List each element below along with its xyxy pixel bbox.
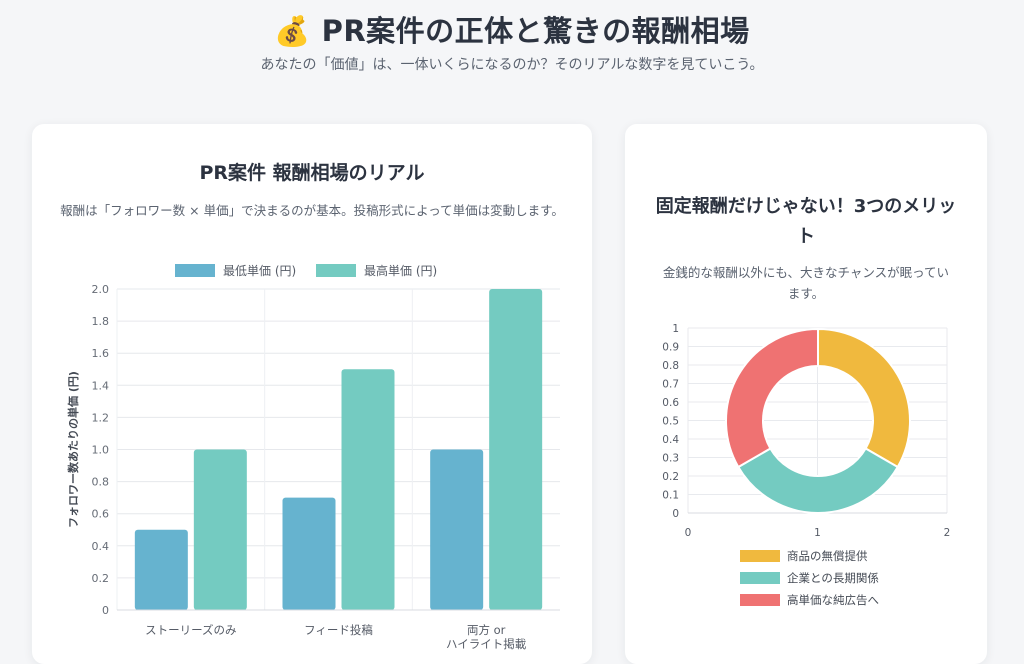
legend-swatch-2 <box>316 264 356 277</box>
legend-label-3: 高単価な純広告へ <box>787 593 879 607</box>
doughnut-slice-1 <box>817 327 911 469</box>
y-tick-label: 0.3 <box>662 453 679 465</box>
merit-chart-title: 固定報酬だけじゃない！3つのメリット <box>655 196 957 247</box>
y-tick-label: 0 <box>672 508 679 520</box>
y-tick-label: 1.4 <box>92 379 110 392</box>
merit-chart-description: 金銭的な報酬以外にも、大きなチャンスが眠っています。 <box>662 265 950 301</box>
y-tick-label: 1.6 <box>92 347 110 360</box>
y-tick-label: 0.7 <box>662 379 679 391</box>
y-tick-label: 0 <box>102 604 109 617</box>
reward-chart-card: PR案件 報酬相場のリアル 報酬は「フォロワー数 × 単価」で決まるのが基本。投… <box>32 124 592 664</box>
x-tick-label: 0 <box>685 527 692 539</box>
reward-bar-chart: 最低単価 (円) 最高単価 (円) 0 0.2 0.4 0.6 0.8 1.0 1.2 1.4 1.… <box>66 263 560 651</box>
y-tick-label: 0.6 <box>92 508 110 521</box>
y-axis-title: フォロワー数あたりの単価 (円) <box>66 371 80 528</box>
y-tick-label: 0.4 <box>92 540 110 553</box>
page-title-text: PR案件の正体と驚きの報酬相場 <box>321 14 750 48</box>
bar-max-3 <box>489 289 543 610</box>
merit-chart-card: 固定報酬だけじゃない！3つのメリット 金銭的な報酬以外にも、大きなチャンスが眠っ… <box>625 124 987 664</box>
y-tick-label: 1.8 <box>92 315 110 328</box>
y-tick-label: 1.0 <box>92 444 110 457</box>
merit-doughnut-chart: 0 0.1 0.2 0.3 0.4 0.5 0.6 0.7 0.8 0.9 1 0 1 2 商品の無償提供企… <box>662 323 951 607</box>
y-tick-label: 0.5 <box>662 416 679 428</box>
legend-label-1: 最低単価 (円) <box>223 264 296 278</box>
legend-label-2: 企業との長期関係 <box>787 571 879 585</box>
x-tick-label: ハイライト掲載 <box>446 637 527 651</box>
y-tick-label: 1 <box>672 323 679 335</box>
money-bag-icon: 💰 <box>274 14 311 48</box>
y-tick-label: 0.2 <box>92 572 110 585</box>
reward-chart-title: PR案件 報酬相場のリアル <box>199 162 425 184</box>
y-tick-label: 0.9 <box>662 342 679 354</box>
reward-chart-description: 報酬は「フォロワー数 × 単価」で決まるのが基本。投稿形式によって単価は変動しま… <box>60 203 564 218</box>
x-tick-label: 両方 or <box>467 623 506 637</box>
legend-swatch-1 <box>175 264 215 277</box>
y-tick-label: 0.6 <box>662 397 679 409</box>
legend-swatch-1 <box>740 550 780 562</box>
x-tick-label: 2 <box>944 527 951 539</box>
y-tick-label: 0.1 <box>662 490 679 502</box>
page-subtitle: あなたの「価値」は、一体いくらになるのか？そのリアルな数字を見ていこう。 <box>260 57 764 73</box>
y-tick-label: 0.4 <box>662 434 679 446</box>
bar-max-1 <box>193 449 247 610</box>
y-tick-label: 1.2 <box>92 411 110 424</box>
doughnut-slice-3 <box>725 327 819 469</box>
legend-swatch-2 <box>740 572 780 584</box>
bar-min-3 <box>430 449 484 610</box>
x-tick-label: 1 <box>814 527 821 539</box>
y-tick-label: 0.8 <box>92 476 110 489</box>
legend-swatch-3 <box>740 594 780 606</box>
bar-min-2 <box>282 497 336 610</box>
legend-label-1: 商品の無償提供 <box>787 549 868 563</box>
x-tick-label: ストーリーズのみ <box>145 623 236 637</box>
legend-label-2: 最高単価 (円) <box>364 263 437 278</box>
y-tick-label: 2.0 <box>92 283 110 296</box>
y-tick-label: 0.8 <box>662 360 679 372</box>
y-tick-label: 0.2 <box>662 471 679 483</box>
x-tick-label: フィード投稿 <box>304 623 373 637</box>
bar-max-2 <box>341 369 395 610</box>
page-title: 💰 PR案件の正体と驚きの報酬相場 <box>0 8 1024 50</box>
doughnut-slice-2 <box>736 447 900 514</box>
bar-min-1 <box>134 529 188 610</box>
